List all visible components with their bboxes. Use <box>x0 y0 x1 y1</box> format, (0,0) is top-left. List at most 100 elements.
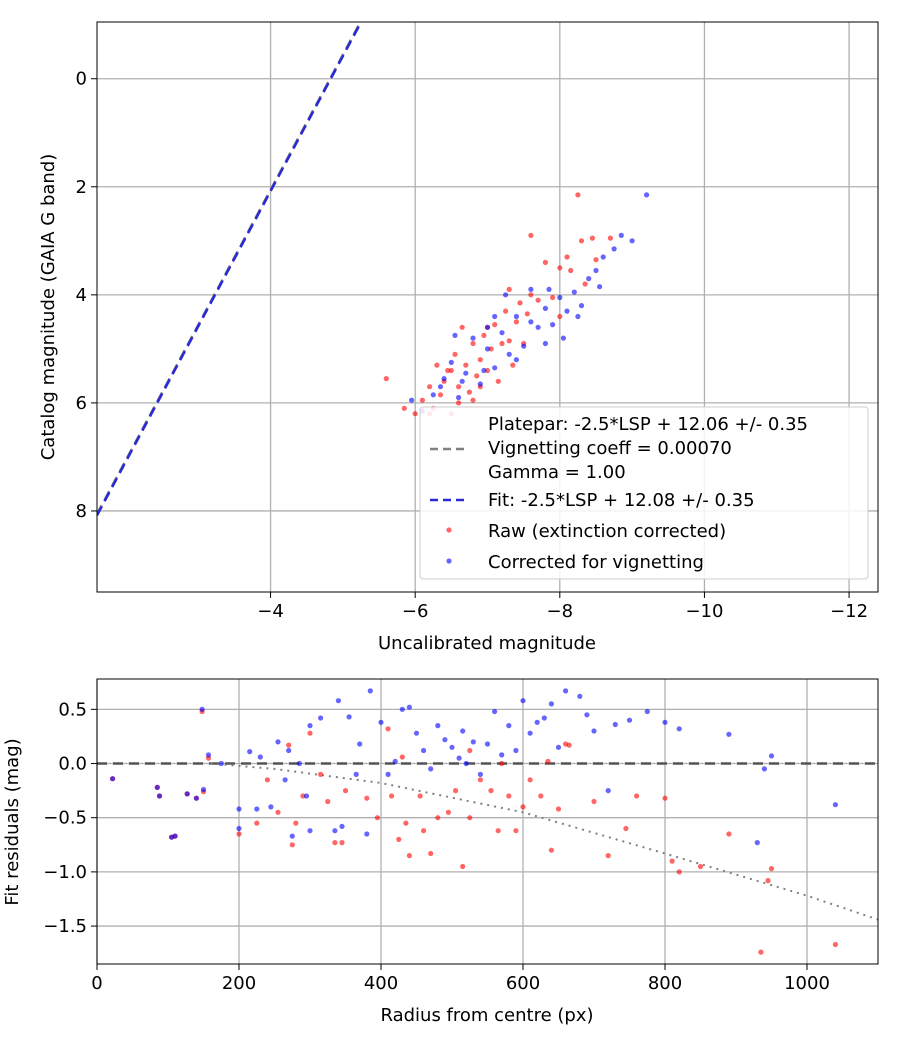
raw-point <box>364 795 370 801</box>
raw-point <box>506 793 512 799</box>
y-tick-label: 0.5 <box>58 699 87 720</box>
legend-gamma: Gamma = 1.00 <box>488 462 626 483</box>
corrected-point <box>575 313 581 320</box>
raw-point <box>318 771 324 778</box>
corrected-point <box>578 303 585 309</box>
corrected-point <box>257 754 263 760</box>
raw-point <box>383 376 389 382</box>
raw-point <box>484 367 491 374</box>
corrected-point <box>761 766 768 772</box>
legend-raw-swatch <box>446 527 452 533</box>
legend: Platepar: -2.5*LSP + 12.06 +/- 0.35 Vign… <box>419 406 869 580</box>
corrected-point <box>218 760 224 767</box>
raw-point <box>520 804 526 810</box>
corrected-point <box>513 357 520 363</box>
corrected-point <box>452 332 458 338</box>
corrected-point <box>644 192 650 198</box>
raw-point <box>662 795 668 801</box>
raw-point <box>385 726 391 732</box>
corrected-point <box>768 753 775 759</box>
corrected-point <box>307 828 313 834</box>
legend-platepar: Platepar: -2.5*LSP + 12.06 +/- 0.35 <box>488 414 808 435</box>
raw-point <box>412 411 418 417</box>
corrected-point <box>460 728 466 734</box>
bottom-xlabel: Radius from centre (px) <box>380 1005 593 1026</box>
raw-point <box>758 949 764 955</box>
corrected-point <box>629 238 635 244</box>
raw-point <box>289 842 295 848</box>
raw-point <box>575 192 581 198</box>
raw-point <box>463 362 469 368</box>
corrected-point <box>318 715 324 721</box>
corrected-point <box>463 760 469 767</box>
y-tick-label: −1.0 <box>43 862 87 883</box>
raw-point <box>669 858 675 864</box>
corrected-point <box>193 795 199 801</box>
raw-point <box>254 820 260 826</box>
corrected-point <box>546 286 552 292</box>
corrected-point <box>586 276 592 282</box>
corrected-point <box>335 698 341 704</box>
x-tick-label: 0 <box>91 973 102 994</box>
corrected-point <box>484 346 491 352</box>
legend-corrected: Corrected for vignetting <box>488 552 704 573</box>
corrected-point <box>332 828 338 834</box>
x-tick-label: 800 <box>648 973 682 994</box>
corrected-point <box>506 723 512 729</box>
legend-raw: Raw (extinction corrected) <box>488 521 726 542</box>
corrected-point <box>541 715 547 721</box>
corrected-point <box>593 267 599 274</box>
corrected-point <box>339 823 345 830</box>
raw-point <box>503 308 509 314</box>
raw-point <box>452 351 458 357</box>
raw-point <box>488 346 494 352</box>
corrected-point <box>367 688 373 694</box>
raw-point <box>768 866 775 872</box>
raw-point <box>528 232 534 238</box>
raw-point <box>460 863 466 870</box>
raw-point <box>564 254 570 260</box>
raw-point <box>456 400 462 406</box>
raw-point <box>568 267 574 274</box>
raw-point <box>435 815 441 821</box>
corrected-point <box>481 367 487 374</box>
raw-point <box>578 238 585 244</box>
corrected-point <box>662 719 668 725</box>
raw-point <box>506 286 512 292</box>
corrected-point <box>459 378 465 384</box>
corrected-point <box>413 730 420 736</box>
corrected-point <box>618 232 624 238</box>
raw-point <box>589 235 596 241</box>
raw-point <box>339 840 345 846</box>
raw-point <box>325 798 331 805</box>
raw-point <box>832 941 839 948</box>
top-ticks: −4 −6 −8 −10 −12 0 2 4 6 8 <box>76 69 869 622</box>
corrected-point <box>268 804 274 810</box>
raw-point <box>470 340 476 347</box>
bottom-ticks: 0 200 400 600 800 1000 0.5 0.0 −0.5 −1.0 −1.5 <box>43 699 830 994</box>
raw-point <box>513 828 519 834</box>
raw-point <box>445 809 451 815</box>
raw-point <box>548 847 555 853</box>
raw-point <box>499 340 505 347</box>
raw-point <box>459 324 465 330</box>
corrected-point <box>754 840 760 846</box>
corrected-point <box>477 381 483 387</box>
corrected-point <box>428 766 434 772</box>
raw-point <box>403 820 409 826</box>
corrected-point <box>184 791 190 797</box>
raw-point <box>517 300 523 306</box>
corrected-point <box>513 747 519 754</box>
corrected-point <box>577 693 583 699</box>
x-tick-label: 600 <box>506 973 540 994</box>
corrected-point <box>470 335 476 341</box>
raw-point <box>389 793 395 799</box>
corrected-point <box>550 322 556 328</box>
corrected-point <box>499 752 505 758</box>
bottom-ylabel: Fit residuals (mag) <box>2 738 23 905</box>
corrected-point <box>421 747 427 754</box>
raw-point <box>513 319 520 325</box>
corrected-point <box>346 714 352 720</box>
corrected-point <box>564 308 570 314</box>
